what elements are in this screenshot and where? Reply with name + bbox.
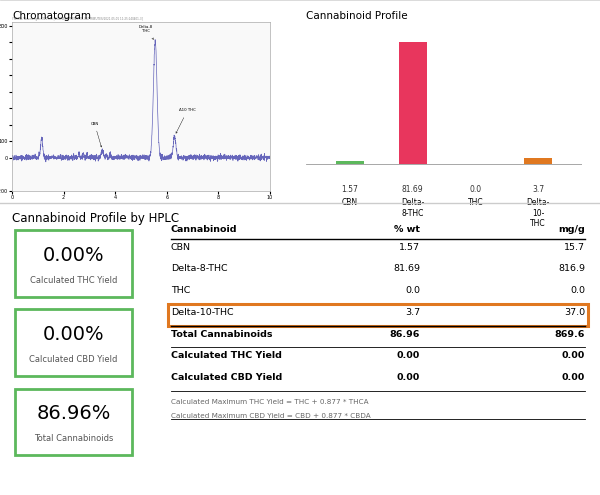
Text: 86.96%: 86.96% [37,404,110,423]
Text: Calculated CBD Yield: Calculated CBD Yield [29,355,118,364]
Text: 816.9: 816.9 [558,264,585,273]
Text: THC: THC [171,286,190,295]
Text: Calculated CBD Yield: Calculated CBD Yield [171,373,282,382]
Text: Delta-10-THC: Delta-10-THC [171,308,233,317]
Text: Delta-8-THC: Delta-8-THC [171,264,227,273]
Text: mg/g: mg/g [558,225,585,234]
Text: Chromatogram: Chromatogram [12,11,91,21]
Text: CBN: CBN [171,243,191,251]
Text: YXRT-A, Wavelength=220 nm [B:DEVELOPMENT-FIG-4ATTRIBUTES/2021-05-01 11:25:140401: YXRT-A, Wavelength=220 nm [B:DEVELOPMENT… [12,17,143,21]
Text: 37.0: 37.0 [564,308,585,317]
Text: 869.6: 869.6 [554,330,585,339]
Text: Total Cannabinoids: Total Cannabinoids [34,434,113,443]
Text: 1.57: 1.57 [341,185,358,194]
Text: 81.69: 81.69 [402,185,424,194]
Text: 0.0: 0.0 [405,286,420,295]
Text: Cannabinoid Profile: Cannabinoid Profile [306,11,407,21]
Text: 0.0: 0.0 [570,286,585,295]
Text: CBN: CBN [91,122,102,147]
Bar [398,42,427,164]
Text: 81.69: 81.69 [393,264,420,273]
Text: 3.7: 3.7 [405,308,420,317]
Text: % wt: % wt [394,225,420,234]
Text: 86.96: 86.96 [389,330,420,339]
Text: Calculated THC Yield: Calculated THC Yield [30,276,117,285]
Text: Calculated Maximum THC Yield = THC + 0.877 * THCA: Calculated Maximum THC Yield = THC + 0.8… [171,399,368,405]
Text: 0.00: 0.00 [397,351,420,360]
Bar [336,161,364,164]
Text: Delta-8
THC: Delta-8 THC [139,25,154,40]
Text: Cannabinoid: Cannabinoid [171,225,238,234]
Text: 0.00%: 0.00% [43,325,104,344]
Text: 0.00: 0.00 [562,373,585,382]
Text: Cannabinoid Profile by HPLC: Cannabinoid Profile by HPLC [12,212,179,225]
Bar [524,158,552,164]
Text: 15.7: 15.7 [564,243,585,251]
Text: 0.0: 0.0 [469,185,481,194]
Text: 0.00%: 0.00% [43,246,104,265]
Text: Total Cannabinoids: Total Cannabinoids [171,330,272,339]
Text: 0.00: 0.00 [562,351,585,360]
Text: 1.57: 1.57 [399,243,420,251]
Text: 3.7: 3.7 [532,185,544,194]
Text: Calculated THC Yield: Calculated THC Yield [171,351,282,360]
Text: Δ10 THC: Δ10 THC [176,108,196,133]
Text: 0.00: 0.00 [397,373,420,382]
Text: Calculated Maximum CBD Yield = CBD + 0.877 * CBDA: Calculated Maximum CBD Yield = CBD + 0.8… [171,413,371,419]
